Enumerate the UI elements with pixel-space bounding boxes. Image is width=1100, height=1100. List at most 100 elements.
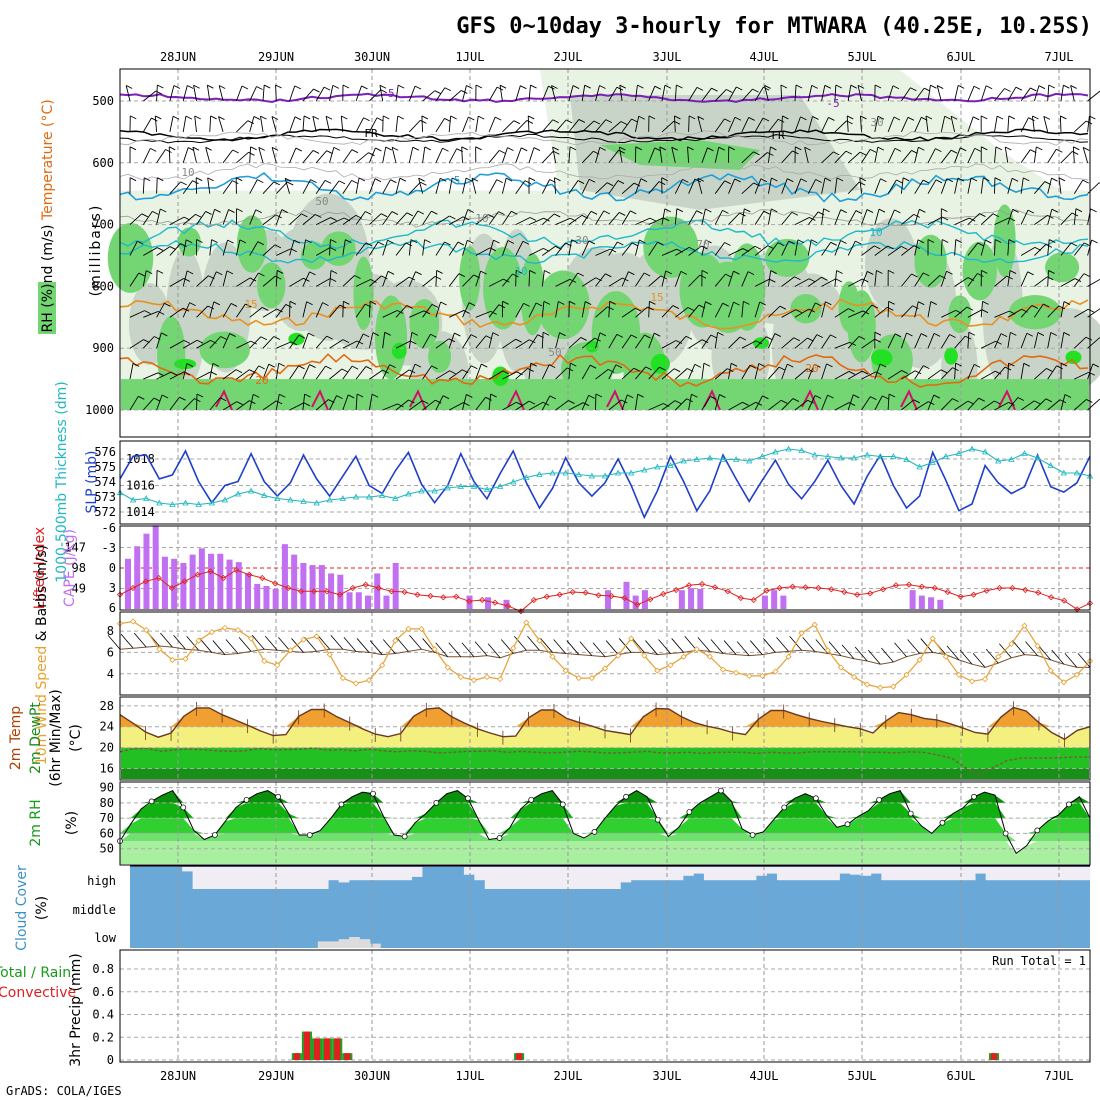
cape-bar [217,553,224,609]
wind-barb-flag [800,178,807,183]
wind-barb [648,217,664,226]
wind-speed-point [326,651,333,658]
wind-barb [284,178,291,194]
wind-barb [289,334,300,349]
wind-barb [847,181,860,195]
wind-barb-flag [1005,146,1012,151]
wind-barb-flag [584,84,591,89]
cape-bar [392,562,399,609]
rh-point [939,819,946,826]
wind-barb-flag [530,84,537,89]
wind-barb-flag [435,399,442,404]
wind-barb [315,150,327,164]
rh-point [749,832,756,838]
li-point [440,594,447,601]
wind-barb [581,277,596,287]
wind-barb [355,152,369,164]
wind-barb [355,177,360,194]
wind-barb-flag [258,146,265,151]
li-point [310,588,318,595]
wind-barb-flag [192,146,200,151]
wind-barb-flag [825,301,832,306]
wind-barb-flag [1063,84,1070,89]
li-point [168,584,175,592]
li-series-line [119,569,1091,612]
wind-barb-flag [1056,148,1063,153]
wind-barb-flag [323,86,331,91]
wind-barb [225,639,239,654]
wind-barb [329,339,344,349]
wind-barb-flag [676,84,683,89]
wind-barb [278,637,291,652]
wind-speed-point [261,657,268,665]
wind-barb-flag [1072,151,1079,155]
wind-barb-flag [273,181,281,186]
wind-barb-flag [276,308,283,313]
wind-barb-flag [734,178,741,183]
wind-barb [196,393,198,411]
wind-barb-flag [1082,147,1090,151]
wind-barb-flag [451,177,459,182]
temp-contour-surface [215,389,233,411]
date-label: 6JUL [947,50,976,64]
wind-barb [914,272,924,287]
wind-barb-flag [588,240,596,245]
wind-barb [688,364,696,380]
pressure-tick-label: 1000 [85,403,114,417]
wind-barb [1070,85,1075,102]
wind-barb [342,340,358,349]
wind-barb [156,332,162,349]
wind-barb [821,85,826,102]
cloud-high-bar [808,867,819,881]
wind-barb [462,116,469,133]
precip-bar-convective [334,1038,341,1060]
wind-barb-flag [960,147,967,152]
wind-barb-flag [599,85,606,89]
wind-barb [462,334,472,349]
wind-barb-flag [533,147,541,151]
wind-barb [156,303,165,318]
cloud-high-bar [985,867,997,881]
wind-barb [475,335,487,349]
wind-barb-flag [824,84,832,89]
wind-barb [488,239,494,256]
wind-barb-flag [430,333,437,338]
wind-barb [648,333,655,349]
wind-speed-point [929,635,936,642]
wind-barb [1074,399,1087,411]
wind-barb [701,301,706,318]
thickness-point [732,456,740,462]
wind-barb [1034,303,1044,318]
wind-barb-flag [836,270,843,274]
wind-barb [462,365,472,380]
cloud-high-bar [943,867,955,881]
rh-ylabel-unit: (%) [64,811,80,835]
wind-barb [515,180,526,194]
wind-barb-flag [637,393,644,398]
li-point [569,588,576,596]
wind-barb-flag [405,242,413,247]
wind-barb [542,245,556,256]
wind-barb [920,638,934,653]
wind-barb [418,178,424,194]
thickness-point [601,472,609,479]
wind-barb-flag [363,117,370,122]
thickness-point [850,454,858,461]
wind-barb-flag [795,84,803,89]
wind-barb [980,301,983,318]
rh-ylabel: 2m RH [28,799,44,846]
wind-barb [728,178,736,194]
wind-barb-flag [1011,177,1019,182]
wind-barb [645,640,658,655]
cloud-high-bar [776,867,788,881]
wind-barb [342,301,344,318]
wind-barb [271,116,277,133]
wind-barb [502,120,515,133]
wind-barb-flag [1083,242,1091,247]
wind-barb [728,117,736,133]
wind-barb [621,307,636,318]
wind-barb [595,147,601,163]
temp-ylabel-d: (°C) [68,724,84,752]
wind-barb [900,177,904,194]
wind-barb-flag [192,180,199,185]
